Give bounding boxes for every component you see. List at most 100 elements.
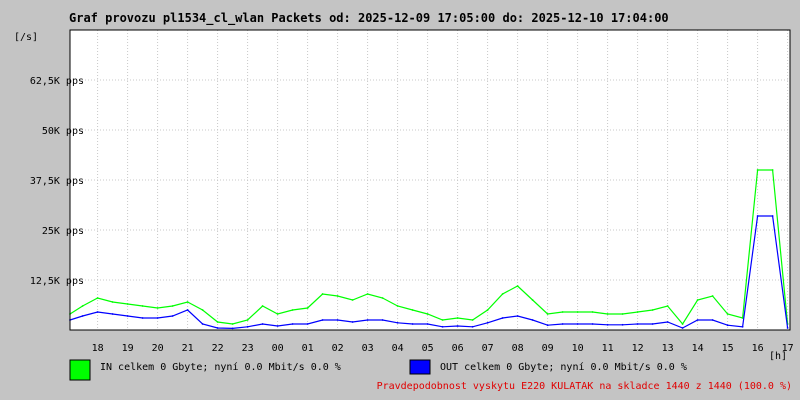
data-point-in-6 (156, 307, 159, 309)
data-point-in-38 (636, 311, 639, 313)
data-point-out-13 (261, 323, 264, 325)
data-point-out-47 (771, 215, 774, 217)
series-layer (69, 169, 789, 330)
x-tick-label: 17 (782, 343, 794, 354)
data-point-in-40 (666, 305, 669, 307)
data-point-in-46 (756, 169, 759, 171)
data-point-in-35 (591, 311, 594, 313)
data-point-in-23 (411, 309, 414, 311)
data-point-out-14 (276, 325, 279, 327)
y-tick-label: 37,5K pps (30, 176, 84, 187)
data-point-in-39 (651, 309, 654, 311)
data-point-in-29 (501, 293, 504, 295)
x-tick-label: 06 (452, 343, 464, 354)
x-tick-label: 01 (302, 343, 314, 354)
data-point-in-37 (621, 313, 624, 315)
x-tick-label: 08 (512, 343, 524, 354)
data-point-out-45 (741, 325, 744, 328)
data-point-in-4 (126, 303, 129, 305)
data-point-out-18 (336, 319, 339, 321)
data-point-in-42 (696, 299, 699, 301)
data-point-out-17 (321, 319, 324, 321)
legend-label-in: IN celkem 0 Gbyte; nyní 0.0 Mbit/s 0.0 % (100, 361, 341, 373)
data-point-out-7 (171, 315, 174, 317)
x-tick-label: 03 (362, 343, 374, 354)
x-tick-label: 23 (242, 343, 254, 354)
data-point-out-38 (636, 323, 639, 325)
data-point-out-11 (231, 327, 234, 330)
x-tick-label: 02 (332, 343, 344, 354)
x-tick-label: 07 (482, 343, 494, 354)
data-point-in-45 (741, 317, 744, 319)
data-point-out-25 (441, 325, 444, 328)
data-point-in-27 (471, 319, 474, 321)
data-point-in-20 (366, 293, 369, 295)
data-point-out-44 (726, 324, 729, 327)
x-tick-label: 14 (692, 343, 704, 354)
data-point-out-22 (396, 321, 399, 324)
data-point-in-26 (456, 317, 459, 319)
data-point-out-29 (501, 317, 504, 319)
data-point-out-48 (786, 327, 789, 329)
data-point-out-24 (426, 323, 429, 325)
x-axis-ticks: 18 19 20 21 22 23 00 01 02 03 04 05 06 07 08 09 10 11 12 13… (92, 343, 794, 354)
x-axis-unit: [h] (769, 351, 787, 362)
data-point-out-12 (246, 325, 249, 328)
data-point-out-33 (561, 323, 564, 325)
x-tick-label: 22 (212, 343, 224, 354)
footnote: Pravdepodobnost vyskytu E220 KULATAK na … (377, 381, 792, 392)
data-point-out-31 (531, 319, 534, 321)
data-point-out-32 (546, 324, 549, 327)
data-point-out-46 (756, 215, 759, 217)
x-tick-label: 04 (392, 343, 404, 354)
legend-label-out: OUT celkem 0 Gbyte; nyní 0.0 Mbit/s 0.0 … (440, 361, 687, 373)
data-point-out-15 (291, 323, 294, 325)
data-point-out-39 (651, 323, 654, 325)
data-point-in-18 (336, 295, 339, 297)
data-point-in-2 (96, 297, 99, 299)
data-point-in-3 (111, 301, 114, 303)
data-point-in-12 (246, 319, 249, 321)
data-point-out-10 (216, 327, 219, 329)
x-tick-label: 00 (272, 343, 284, 354)
x-tick-label: 12 (632, 343, 644, 354)
x-tick-label: 19 (122, 343, 134, 354)
data-point-in-17 (321, 293, 324, 295)
data-point-in-22 (396, 305, 399, 307)
data-point-in-7 (171, 305, 174, 307)
data-point-out-23 (411, 323, 414, 325)
data-point-in-8 (186, 301, 189, 303)
data-point-out-37 (621, 323, 624, 326)
data-point-in-28 (486, 309, 489, 311)
data-point-out-1 (81, 315, 84, 317)
data-point-out-41 (681, 327, 684, 329)
data-point-in-15 (291, 309, 294, 311)
data-point-in-16 (306, 307, 309, 309)
data-point-in-11 (231, 323, 234, 325)
data-point-out-35 (591, 323, 594, 325)
x-tick-label: 15 (722, 343, 734, 354)
x-tick-label: 20 (152, 343, 164, 354)
data-point-out-5 (141, 317, 144, 319)
legend-swatch-out (409, 359, 431, 375)
data-point-out-27 (471, 325, 474, 328)
x-tick-label: 13 (662, 343, 674, 354)
data-point-in-36 (606, 313, 609, 315)
x-tick-label: 18 (92, 343, 104, 354)
data-point-in-30 (516, 285, 519, 287)
data-point-in-47 (771, 169, 774, 171)
data-point-out-16 (306, 323, 309, 325)
y-axis-unit: [/s] (14, 32, 38, 43)
data-point-in-19 (351, 299, 354, 301)
x-tick-label: 21 (182, 343, 194, 354)
data-point-out-9 (201, 323, 204, 325)
data-point-in-44 (726, 313, 729, 315)
data-point-out-26 (456, 325, 459, 327)
data-point-out-36 (606, 323, 609, 326)
data-point-in-43 (711, 295, 714, 297)
data-point-out-28 (486, 321, 489, 324)
data-point-out-3 (111, 313, 114, 315)
data-point-out-42 (696, 319, 699, 321)
data-point-in-14 (276, 313, 279, 315)
data-point-in-21 (381, 297, 384, 299)
